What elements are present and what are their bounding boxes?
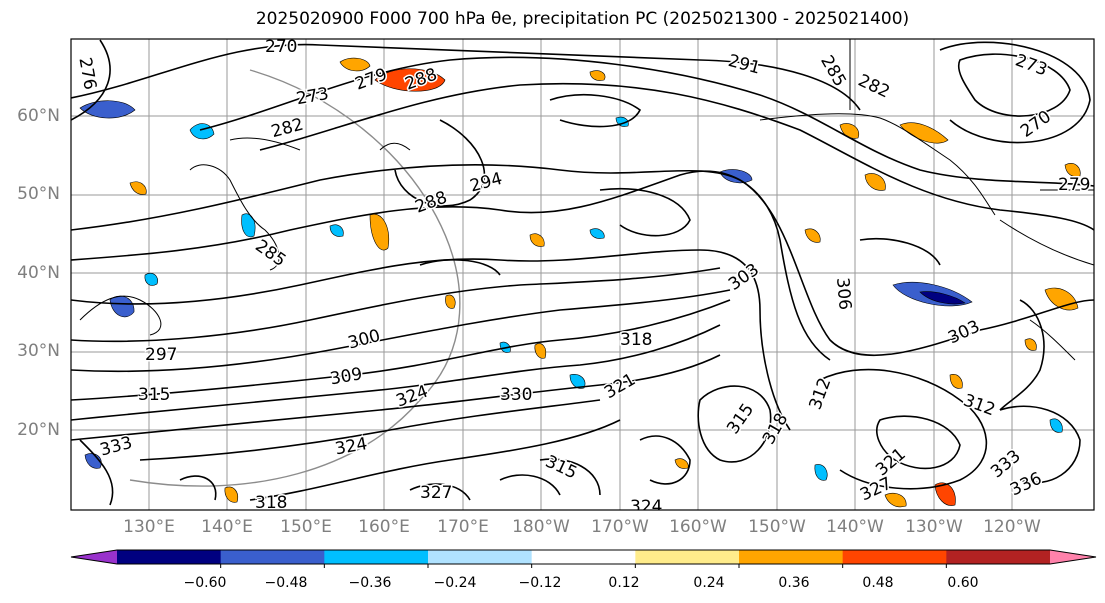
colorbar-segment [531,550,636,564]
lon-label: 130°E [123,517,175,537]
colorbar-segment [946,550,1051,564]
colorbar-tick-label: −0.12 [518,575,562,591]
map-background [71,39,1094,510]
lon-label: 180°W [512,517,570,537]
colorbar-outline [70,549,1097,565]
contour-label: 318 [620,330,652,350]
map-frame [70,38,1095,511]
colorbar-tick-label: −0.60 [183,575,227,591]
colorbar-tick-label: 0.48 [862,575,894,591]
colorbar-tick-label: −0.48 [264,575,308,591]
colorbar-segment [428,550,533,564]
colorbar-extend-low [71,550,117,564]
lon-label: 160°E [358,517,410,537]
contour-label: 330 [500,385,532,405]
contour-label: 324 [630,497,662,517]
colorbar-segment [842,550,947,564]
lon-label: 170°E [437,517,489,537]
lon-label: 150°E [280,517,332,537]
lon-label: 120°W [983,517,1041,537]
contour-label: 318 [255,493,287,513]
colorbar-segment [220,550,325,564]
map-title: 2025020900 F000 700 hPa θe, precipitatio… [255,9,910,29]
lon-label: 130°W [905,517,963,537]
colorbar-tick-label: −0.36 [348,575,392,591]
lon-label: 160°W [669,517,727,537]
coastlines [79,39,1094,361]
lat-label-60n: 60°N [17,106,60,126]
colorbar-tick-label: 0.24 [693,575,725,591]
colorbar-segment [324,550,429,564]
colorbar-tick-label: 0.36 [778,575,810,591]
lon-label: 150°W [748,517,806,537]
lon-label: 140°E [201,517,253,537]
colorbar-segment [117,550,222,564]
colorbar-tick-label: 0.12 [608,575,640,591]
contour-label: 279 [1058,175,1090,195]
colorbar [70,549,1097,568]
colorbar-tick-label: −0.24 [433,575,477,591]
lat-label-30n: 30°N [17,341,60,361]
lat-label-40n: 40°N [17,263,60,283]
lat-label-20n: 20°N [17,420,60,440]
contour-label: 324 [333,434,368,459]
colorbar-segment [739,550,844,564]
contour-label: 270 [265,37,297,57]
lon-label: 170°W [591,517,649,537]
lat-lon-grid [71,39,1094,510]
colorbar-tick-label: 0.60 [947,575,979,591]
lon-label: 140°W [826,517,884,537]
colorbar-extend-high [1050,550,1096,564]
lat-label-50n: 50°N [17,184,60,204]
theta-e-contours [71,39,1094,506]
grey-guide-arc [129,69,461,487]
contour-label: 306 [832,277,855,311]
contour-label: 315 [138,385,170,405]
contour-label: 327 [420,483,452,503]
contour-label: 297 [145,345,177,365]
colorbar-segment [635,550,740,564]
